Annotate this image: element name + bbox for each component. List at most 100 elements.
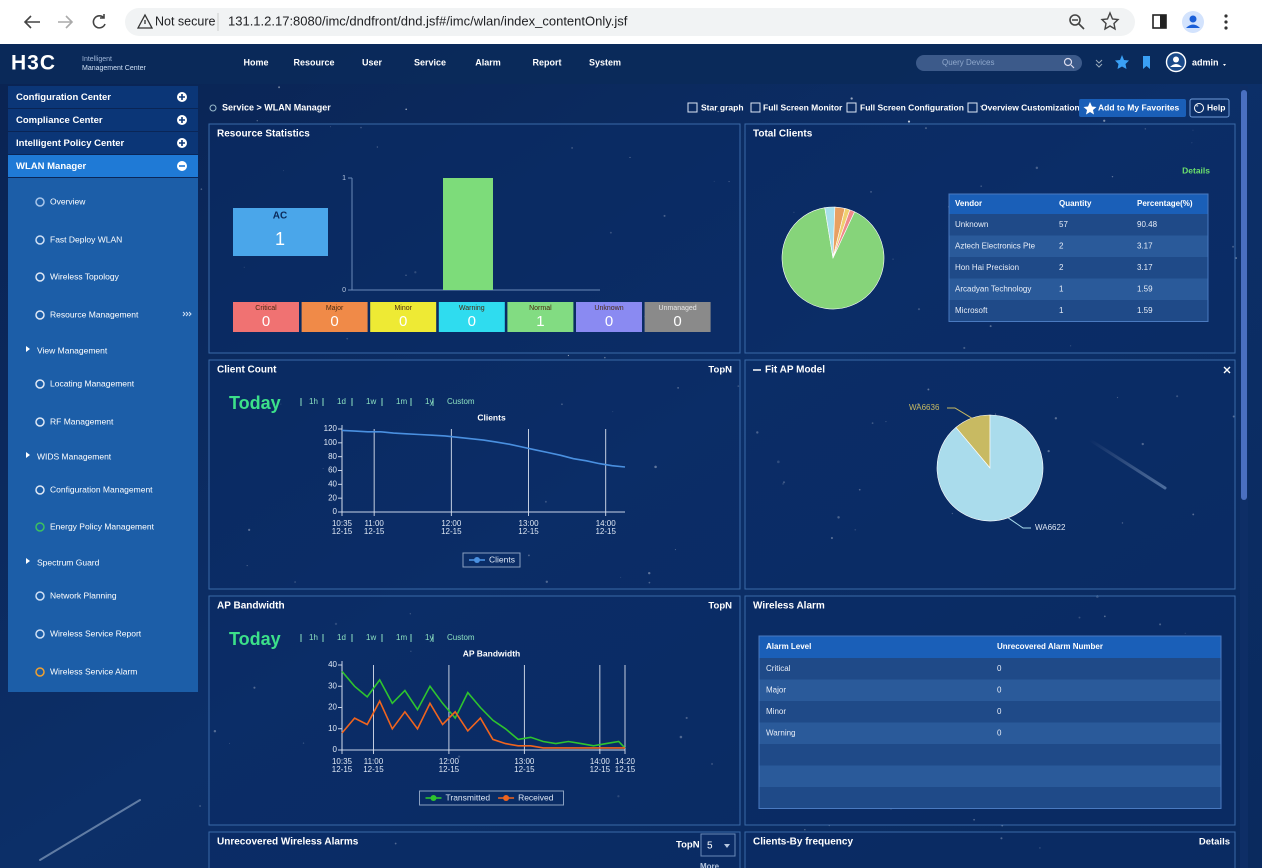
reload-button[interactable] [92,14,106,29]
range-link[interactable]: Custom [447,633,475,642]
sidebar-section[interactable] [8,155,198,177]
table-row [759,679,1221,701]
ac-label: AC [273,211,287,222]
sidebar-section[interactable] [8,109,198,131]
toolbar-item[interactable]: Full Screen Configuration [860,102,964,112]
panel-title: Unrecovered Wireless Alarms [217,837,359,848]
sidebar-item-label: Wireless Service Alarm [50,666,137,676]
range-link[interactable]: 1y [425,633,433,642]
range-link[interactable]: 1w [366,397,376,406]
sidebar-item-icon [35,197,45,207]
star [1235,257,1238,260]
logo[interactable]: H3C [11,52,56,75]
x-tick-date: 12-15 [364,527,385,536]
x-tick-label: 10:35 [332,519,353,528]
x-tick-date: 12-15 [332,765,353,774]
sidebar-item-icon [35,379,45,389]
legend-label[interactable]: Clients [489,554,515,564]
url: 131.1.2.17:8080/imc/dndfront/dnd.jsf#/im… [228,13,628,28]
topn-link[interactable]: TopN [708,365,732,376]
status-card[interactable] [370,302,437,332]
sidebar-item-label: Wireless Service Report [50,628,142,638]
nav-item[interactable]: User [362,57,383,67]
sidebar-item-label: Locating Management [50,378,135,388]
table-cell: 1 [1059,306,1064,315]
range-link[interactable]: 1d [337,397,346,406]
user-name[interactable]: admin [1192,57,1219,67]
details-link[interactable]: Details [1199,837,1230,848]
range-link[interactable]: 1w [366,633,376,642]
sidebar-item-icon [35,629,45,639]
table-row [949,300,1208,322]
toolbar-item[interactable]: Star graph [701,102,744,112]
range-link[interactable]: 1d [337,633,346,642]
help-button[interactable] [1189,98,1230,118]
more-arrow [182,311,192,317]
zoom-icon[interactable] [1069,14,1081,26]
table-cell: 90.48 [1137,220,1158,229]
sidebar-item-icon [35,667,45,677]
search-icon[interactable] [1063,57,1073,67]
table-row [759,744,1221,766]
menu-icon[interactable] [1224,14,1228,30]
y-tick-label: 0 [333,507,338,516]
toolbar-item: Help [1207,102,1225,112]
legend-label[interactable]: Received [518,792,554,802]
topn-link[interactable]: TopN [708,601,732,612]
nav-item[interactable]: Resource [293,57,334,67]
range-link[interactable]: 1h [309,397,318,406]
nav-item[interactable]: System [589,57,621,67]
nav-item[interactable]: Report [533,57,562,67]
favorites-icon[interactable] [1115,55,1129,69]
toolbar-icon [846,102,857,113]
table-row [949,235,1208,257]
sidebar-item-icon [35,272,45,282]
chart-title: AP Bandwidth [463,648,520,658]
bookmark-icon[interactable] [1143,56,1150,69]
range-link[interactable]: Custom [447,397,475,406]
details-link[interactable]: Details [1182,165,1210,175]
status-card[interactable] [507,302,574,332]
ac-card[interactable] [233,208,328,256]
close-icon[interactable] [1223,366,1231,374]
table-cell: 57 [1059,220,1068,229]
status-card[interactable] [644,302,711,332]
search-box[interactable] [916,55,1082,71]
star [405,108,408,111]
status-card[interactable] [438,302,505,332]
forward-button[interactable] [58,15,74,29]
more-link[interactable]: More [700,862,720,868]
status-card[interactable] [233,302,299,332]
address-bar[interactable] [125,8,1135,36]
expand-icon[interactable] [1095,59,1103,68]
status-card[interactable] [301,302,368,332]
back-button[interactable] [23,15,40,29]
status-value: 0 [673,313,681,330]
sidebar-item-label: Configuration Management [50,484,153,494]
status-label: Unmanaged [659,305,697,312]
x-tick-date: 12-15 [514,765,535,774]
nav-item[interactable]: Alarm [475,57,501,67]
sidebar-item-label: Overview [50,196,86,206]
expand-arrow [26,452,30,458]
bookmark-star[interactable] [1100,11,1120,31]
range-link[interactable]: 1m [396,633,407,642]
user-caret [1223,64,1226,66]
scrollbar-thumb[interactable] [1241,90,1247,500]
topn-select[interactable] [700,833,736,857]
sidebar-section[interactable] [8,86,198,108]
toolbar-icon [750,102,761,113]
legend-swatch [503,795,510,801]
status-card[interactable] [576,302,642,332]
nav-item[interactable]: Service [414,57,446,67]
favorites-button[interactable] [1079,99,1186,117]
breadcrumb: Service > WLAN Manager [222,102,331,112]
toolbar-item[interactable]: Full Screen Monitor [763,102,843,112]
nav-item[interactable]: Home [243,57,268,67]
toolbar-item[interactable]: Overview Customization [981,102,1080,112]
sidebar-section[interactable] [8,132,198,154]
legend-label[interactable]: Transmitted [446,792,491,802]
range-link[interactable]: 1y [425,397,433,406]
range-link[interactable]: 1h [309,633,318,642]
range-link[interactable]: 1m [396,397,407,406]
